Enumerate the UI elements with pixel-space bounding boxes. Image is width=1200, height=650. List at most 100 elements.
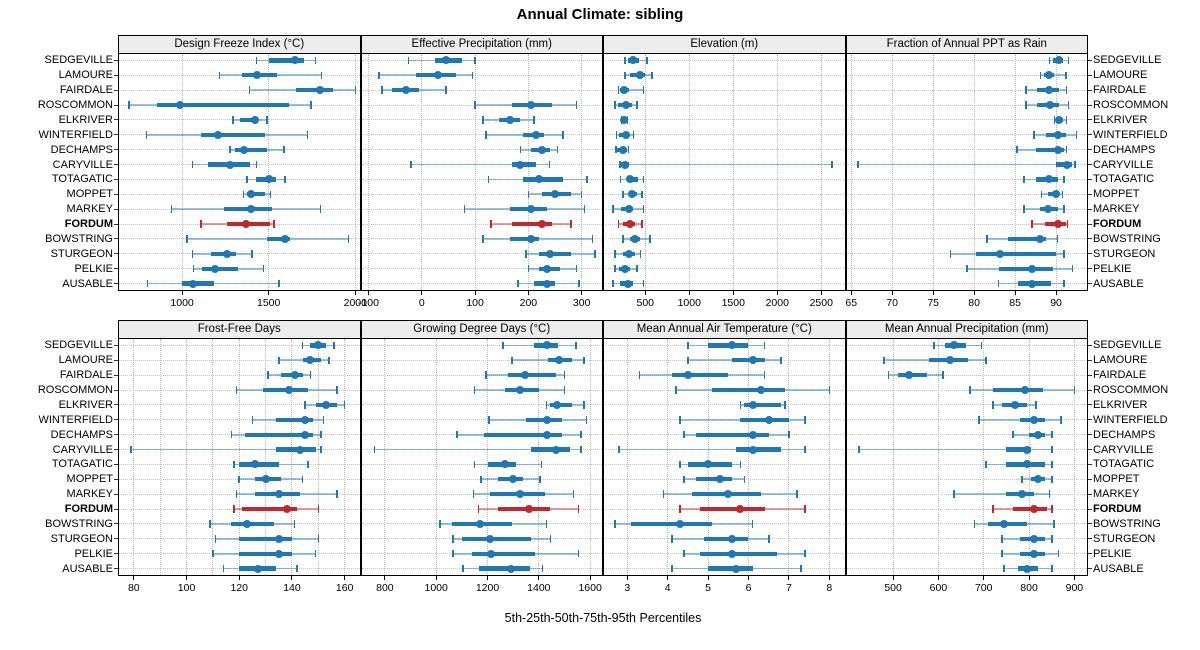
gridline-vertical — [384, 339, 386, 575]
axis-tick — [707, 576, 709, 580]
whisker-cap-95th — [1050, 445, 1053, 454]
box-25th-75th — [472, 551, 535, 556]
station-label-left: FAIRDALE — [59, 84, 113, 97]
whisker-cap-95th — [763, 341, 766, 350]
whisker-cap-5th — [986, 235, 989, 243]
median-dot — [239, 145, 248, 154]
gridline-horizontal — [604, 359, 845, 361]
median-dot — [242, 220, 251, 229]
median-dot — [764, 415, 773, 424]
gridline-vertical — [291, 339, 293, 575]
median-dot — [620, 115, 629, 124]
whisker-cap-5th — [527, 190, 530, 199]
row-tick-right — [1088, 538, 1092, 540]
whisker-cap-95th — [1050, 475, 1053, 484]
gridline-vertical — [892, 339, 894, 575]
whisker-cap-95th — [591, 235, 594, 243]
whisker-cap-5th — [624, 56, 626, 65]
median-dot — [506, 564, 515, 573]
row-tick-right — [1088, 59, 1092, 61]
median-dot — [225, 160, 234, 169]
whisker-cap-95th — [549, 535, 552, 543]
box-25th-75th — [239, 536, 292, 541]
station-label-left: CARYVILLE — [52, 443, 113, 456]
axis-tick — [238, 576, 240, 580]
box-25th-75th — [276, 417, 314, 422]
whisker-cap-95th — [751, 520, 754, 528]
whisker-cap-5th — [410, 160, 412, 169]
whisker-cap-95th — [743, 475, 746, 484]
whisker-cap-5th — [1012, 430, 1014, 439]
station-label-right: FAIRDALE — [1093, 369, 1147, 382]
whisker-cap-95th — [320, 430, 322, 439]
axis-tick-label: 80 — [968, 297, 980, 309]
whisker-cap-5th — [485, 371, 488, 379]
gridline-vertical — [932, 54, 934, 290]
median-dot — [623, 279, 632, 288]
axis-tick — [788, 576, 790, 580]
gridline-vertical — [732, 54, 734, 290]
median-dot — [1035, 234, 1044, 243]
box-25th-75th — [234, 147, 267, 152]
gridline-horizontal — [361, 164, 602, 166]
whisker-cap-95th — [310, 101, 312, 109]
station-label-left: MARKEY — [66, 203, 113, 216]
station-label-left: MARKEY — [66, 488, 113, 501]
gridline-horizontal — [846, 538, 1087, 540]
median-dot — [524, 505, 533, 514]
whisker-cap-95th — [575, 264, 578, 273]
gridline-horizontal — [604, 253, 845, 255]
whisker-cap-95th — [632, 131, 635, 139]
gridline-vertical — [133, 339, 135, 575]
gridline-horizontal — [846, 478, 1087, 480]
median-dot — [636, 71, 645, 80]
median-dot — [945, 356, 954, 365]
box-25th-75th — [241, 506, 298, 512]
row-tick-left — [114, 508, 118, 510]
whisker-cap-95th — [1063, 279, 1066, 288]
median-dot — [542, 341, 551, 350]
axis-tick — [688, 291, 690, 295]
gridline-horizontal — [604, 404, 845, 406]
box-25th-75th — [975, 251, 1057, 256]
station-label-right: PELKIE — [1093, 547, 1132, 560]
axis-tick — [850, 291, 852, 295]
whisker-cap-95th — [343, 401, 346, 409]
median-dot — [950, 341, 959, 350]
station-label-right: ROSCOMMON — [1093, 99, 1169, 112]
median-dot — [189, 279, 198, 288]
gridline-horizontal — [604, 449, 845, 451]
median-dot — [756, 386, 765, 395]
row-tick-right — [1088, 478, 1092, 480]
median-dot — [253, 564, 262, 573]
axis-tick — [435, 576, 437, 580]
box-25th-75th — [1006, 447, 1032, 452]
box-25th-75th — [708, 566, 753, 571]
station-label-right: FAIRDALE — [1093, 84, 1147, 97]
row-tick-right — [1088, 493, 1092, 495]
row-tick-right — [1088, 119, 1092, 121]
row-tick-right — [1088, 434, 1092, 436]
median-dot — [527, 101, 536, 110]
row-tick-left — [114, 344, 118, 346]
row-tick-right — [1088, 374, 1092, 376]
gridline-horizontal — [604, 523, 845, 525]
station-label-left: LAMOURE — [58, 69, 113, 82]
whisker-cap-5th — [474, 101, 476, 109]
whisker-cap-95th — [335, 490, 338, 498]
box-25th-75th — [478, 566, 530, 571]
whisker-cap-5th — [228, 145, 231, 154]
median-dot — [274, 549, 283, 558]
whisker-cap-5th — [511, 356, 513, 365]
whisker-cap-5th — [378, 71, 380, 80]
median-dot — [552, 400, 561, 409]
gridline-horizontal — [361, 149, 602, 151]
whisker-cap-95th — [317, 505, 320, 513]
whisker-cap-95th — [1065, 71, 1067, 80]
axis-tick — [133, 576, 135, 580]
whisker-cap-95th — [942, 371, 944, 379]
axis-tick-label: 2500 — [809, 297, 833, 309]
whisker-cap-95th — [804, 416, 806, 424]
axis-tick — [581, 291, 583, 295]
